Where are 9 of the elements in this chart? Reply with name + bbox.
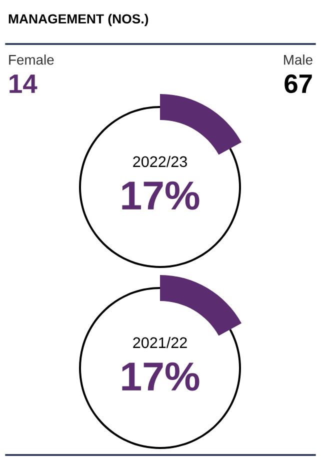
text: 2021/22 — [133, 336, 187, 348]
text: Male — [284, 54, 312, 65]
text: 14 — [10, 74, 38, 93]
text: 17% — [122, 362, 200, 391]
chart-title: MANAGEMENT (NOS.) — [8, 14, 148, 26]
text: 67 — [284, 74, 312, 94]
text: 2022/23 — [133, 156, 187, 168]
text: Female — [9, 54, 54, 65]
text: 17% — [122, 181, 200, 210]
